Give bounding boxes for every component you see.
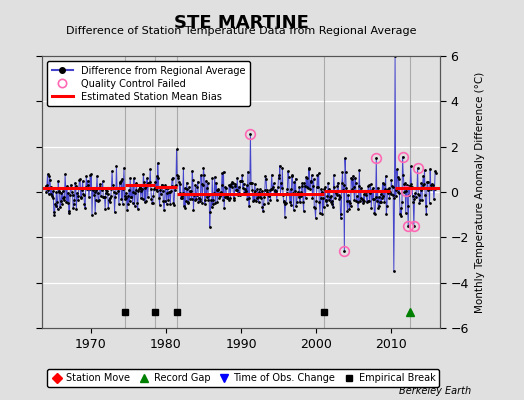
Text: STE MARTINE: STE MARTINE: [173, 14, 309, 32]
Legend: Station Move, Record Gap, Time of Obs. Change, Empirical Break: Station Move, Record Gap, Time of Obs. C…: [47, 369, 439, 387]
Legend: Difference from Regional Average, Quality Control Failed, Estimated Station Mean: Difference from Regional Average, Qualit…: [47, 61, 250, 106]
Text: Difference of Station Temperature Data from Regional Average: Difference of Station Temperature Data f…: [66, 26, 416, 36]
Y-axis label: Monthly Temperature Anomaly Difference (°C): Monthly Temperature Anomaly Difference (…: [475, 71, 485, 313]
Text: Berkeley Earth: Berkeley Earth: [399, 386, 472, 396]
